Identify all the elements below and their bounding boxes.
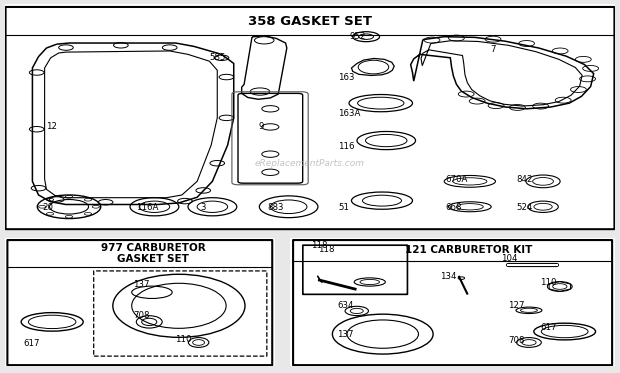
Text: 127: 127	[508, 301, 525, 310]
Text: 137: 137	[133, 280, 149, 289]
Text: 134: 134	[440, 272, 456, 281]
Text: 668: 668	[445, 203, 462, 212]
Text: 977 CARBURETOR
GASKET SET: 977 CARBURETOR GASKET SET	[101, 243, 206, 264]
Text: 358 GASKET SET: 358 GASKET SET	[248, 15, 372, 28]
Text: 708: 708	[508, 336, 525, 345]
Text: 104: 104	[502, 254, 518, 263]
Text: 617: 617	[540, 323, 557, 332]
Text: 51: 51	[338, 203, 349, 212]
Text: 617: 617	[24, 339, 40, 348]
Text: 9: 9	[258, 122, 264, 131]
Text: 585: 585	[210, 53, 226, 62]
Text: 163A: 163A	[338, 109, 360, 118]
Text: 163: 163	[338, 73, 355, 82]
Text: 670A: 670A	[445, 175, 468, 184]
Text: 110: 110	[175, 335, 192, 344]
Text: 116: 116	[338, 142, 355, 151]
Text: 7: 7	[490, 46, 495, 54]
Text: 121 CARBURETOR KIT: 121 CARBURETOR KIT	[405, 245, 533, 256]
Text: 524: 524	[516, 203, 533, 212]
Text: 708: 708	[133, 311, 149, 320]
Text: 634: 634	[337, 301, 354, 310]
Text: 137: 137	[337, 330, 354, 339]
Text: 20: 20	[43, 203, 54, 212]
Text: 3: 3	[200, 203, 206, 212]
Text: 110: 110	[540, 278, 557, 286]
Text: 116A: 116A	[136, 203, 159, 212]
Text: 12: 12	[46, 122, 58, 131]
Text: 952: 952	[350, 32, 366, 41]
Text: 842: 842	[516, 175, 533, 184]
Text: eReplacementParts.com: eReplacementParts.com	[255, 159, 365, 168]
Text: 883: 883	[267, 203, 284, 212]
Text: 118: 118	[311, 241, 328, 250]
Text: 118: 118	[318, 245, 334, 254]
